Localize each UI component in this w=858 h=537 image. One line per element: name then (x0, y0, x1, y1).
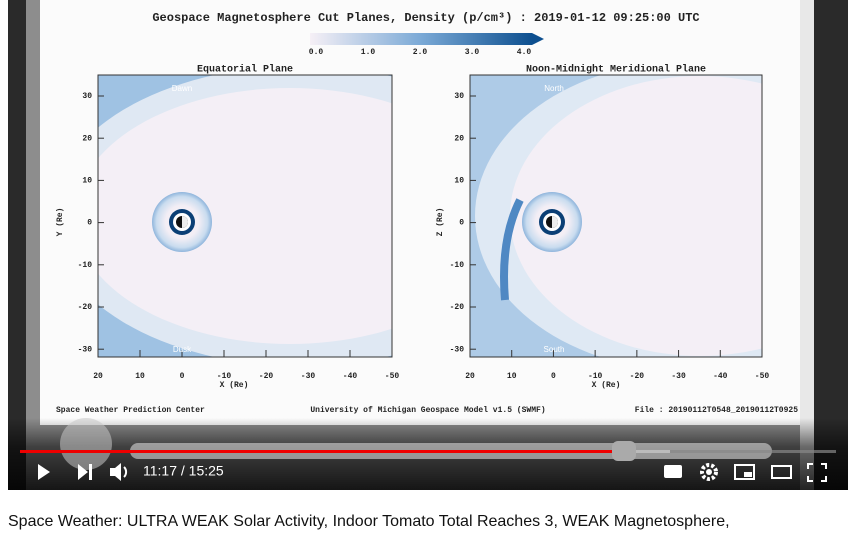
y-tick-label: -30 (78, 345, 93, 354)
y-tick-label: 10 (454, 177, 464, 186)
y-tick-label: 20 (82, 134, 92, 143)
colorbar-tick-label: 3.0 (465, 48, 480, 57)
y-tick-label: -30 (450, 345, 465, 354)
panel-title: Noon-Midnight Meridional Plane (526, 64, 706, 76)
x-tick-label: -30 (671, 372, 686, 381)
colorbar-tick-label: 2.0 (413, 48, 428, 57)
next-button[interactable] (78, 464, 92, 480)
footer-center: University of Michigan Geospace Model v1… (310, 406, 545, 415)
y-tick-label: 0 (459, 219, 464, 228)
x-tick-label: -50 (755, 372, 770, 381)
video-title[interactable]: Space Weather: ULTRA WEAK Solar Activity… (8, 513, 730, 530)
captions-button[interactable] (664, 465, 682, 478)
x-axis-label: X (Re) (220, 381, 249, 390)
y-tick-label: 0 (87, 219, 92, 228)
region-label: North (544, 84, 564, 93)
colorbar-tick-label: 1.0 (361, 48, 376, 57)
y-tick-label: -20 (450, 303, 465, 312)
colorbar-tick-label: 0.0 (309, 48, 324, 57)
x-tick-label: 10 (135, 372, 145, 381)
x-tick-label: -40 (713, 372, 728, 381)
x-tick-label: -20 (259, 372, 274, 381)
x-tick-label: -20 (630, 372, 645, 381)
region-label: Dusk (173, 345, 192, 354)
region-label: Dawn (172, 84, 192, 93)
frame-edge (800, 0, 814, 490)
x-tick-label: 10 (507, 372, 517, 381)
x-tick-label: -40 (343, 372, 358, 381)
colorbar-arrow (532, 33, 544, 45)
footer-left: Space Weather Prediction Center (56, 406, 205, 415)
panel-frame (97, 74, 393, 358)
panel-frame (469, 74, 763, 358)
colorbar-tick-label: 4.0 (517, 48, 532, 57)
region-label: South (544, 345, 565, 354)
y-tick-label: -20 (78, 303, 93, 312)
panel-title: Equatorial Plane (197, 64, 293, 76)
progress-played (20, 450, 620, 453)
y-tick-label: 30 (82, 92, 92, 101)
footer-right: File : 20190112T0548_20190112T0925 (635, 406, 798, 415)
frame-title: Geospace Magnetosphere Cut Planes, Densi… (152, 11, 699, 25)
colorbar (310, 33, 532, 45)
y-axis-label: Y (Re) (56, 208, 65, 237)
y-axis-label: Z (Re) (436, 208, 445, 237)
miniplayer-button[interactable] (734, 464, 755, 480)
x-tick-label: -50 (385, 372, 400, 381)
x-tick-label: -10 (217, 372, 232, 381)
y-tick-label: -10 (78, 261, 93, 270)
x-tick-label: -30 (301, 372, 316, 381)
x-tick-label: 20 (93, 372, 103, 381)
x-axis-label: X (Re) (592, 381, 621, 390)
y-tick-label: 20 (454, 134, 464, 143)
x-tick-label: -10 (588, 372, 603, 381)
time-display: 11:17 / 15:25 (143, 463, 224, 479)
theater-button[interactable] (771, 465, 792, 479)
y-tick-label: -10 (450, 261, 465, 270)
progress-scrubber[interactable] (612, 441, 636, 461)
equatorial-heatmap (98, 75, 392, 357)
y-tick-label: 10 (82, 177, 92, 186)
pause-watermark (60, 418, 112, 470)
x-tick-label: 0 (180, 372, 185, 381)
settings-button[interactable] (700, 463, 718, 481)
volume-button[interactable] (110, 463, 128, 481)
x-tick-label: 20 (465, 372, 475, 381)
meridional-heatmap (470, 75, 762, 357)
x-tick-label: 0 (551, 372, 556, 381)
play-button[interactable] (38, 464, 50, 480)
y-tick-label: 30 (454, 92, 464, 101)
fullscreen-button[interactable] (807, 463, 827, 482)
